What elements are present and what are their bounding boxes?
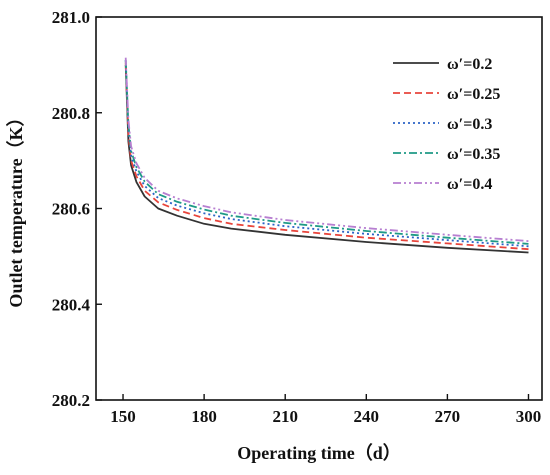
y-axis-title: Outlet temperature（K） [6, 108, 26, 307]
legend-label-4: ω′=0.35 [447, 146, 500, 163]
y-tick-label: 280.6 [52, 200, 90, 219]
axis-ticks: 150 180 210 240 270 300 280.2 280.4 280.6 280.8 28… [52, 8, 541, 426]
legend: ω′=0.2 ω′=0.25 ω′=0.3 ω′=0.35 ω′=0.4 [393, 56, 500, 193]
y-tick-label: 281.0 [52, 8, 90, 27]
x-tick-label: 150 [110, 407, 136, 426]
series-line-4 [124, 60, 529, 245]
x-axis-title: Operating time（d） [237, 443, 401, 463]
legend-label-5: ω′=0.4 [447, 176, 492, 193]
y-tick-label: 280.2 [52, 391, 90, 410]
series-line-2 [124, 62, 529, 251]
plot-frame [95, 16, 543, 401]
legend-label-2: ω′=0.25 [447, 86, 500, 103]
series-line-1 [124, 64, 529, 254]
legend-label-1: ω′=0.2 [447, 56, 492, 73]
x-tick-label: 210 [272, 407, 298, 426]
x-tick-label: 300 [516, 407, 542, 426]
y-tick-label: 280.4 [52, 295, 91, 314]
legend-label-3: ω′=0.3 [447, 116, 492, 133]
x-tick-label: 240 [354, 407, 380, 426]
series-line-5 [124, 57, 529, 242]
x-tick-label: 180 [191, 407, 217, 426]
x-tick-label: 270 [435, 407, 461, 426]
series-line-3 [124, 60, 529, 248]
y-tick-label: 280.8 [52, 104, 90, 123]
series-group [124, 57, 529, 254]
